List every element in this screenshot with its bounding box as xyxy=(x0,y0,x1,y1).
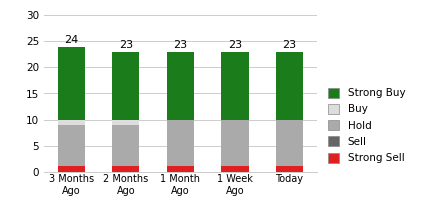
Bar xyxy=(167,119,194,166)
Bar xyxy=(276,119,303,166)
Text: 23: 23 xyxy=(119,40,133,50)
Bar xyxy=(58,47,85,119)
Bar xyxy=(112,52,139,119)
Legend: Strong Buy, Buy, Hold, Sell, Strong Sell: Strong Buy, Buy, Hold, Sell, Strong Sell xyxy=(325,84,408,166)
Text: 23: 23 xyxy=(228,40,242,50)
Text: 24: 24 xyxy=(64,35,78,45)
Text: 23: 23 xyxy=(282,40,297,50)
Bar xyxy=(58,166,85,172)
Bar xyxy=(167,52,194,119)
Text: 23: 23 xyxy=(173,40,187,50)
Bar xyxy=(58,119,85,125)
Bar xyxy=(221,52,249,119)
Bar xyxy=(276,166,303,172)
Bar xyxy=(276,52,303,119)
Bar xyxy=(112,125,139,166)
Bar xyxy=(167,166,194,172)
Bar xyxy=(221,119,249,166)
Bar xyxy=(112,119,139,125)
Bar xyxy=(58,125,85,166)
Bar xyxy=(112,166,139,172)
Bar xyxy=(221,166,249,172)
